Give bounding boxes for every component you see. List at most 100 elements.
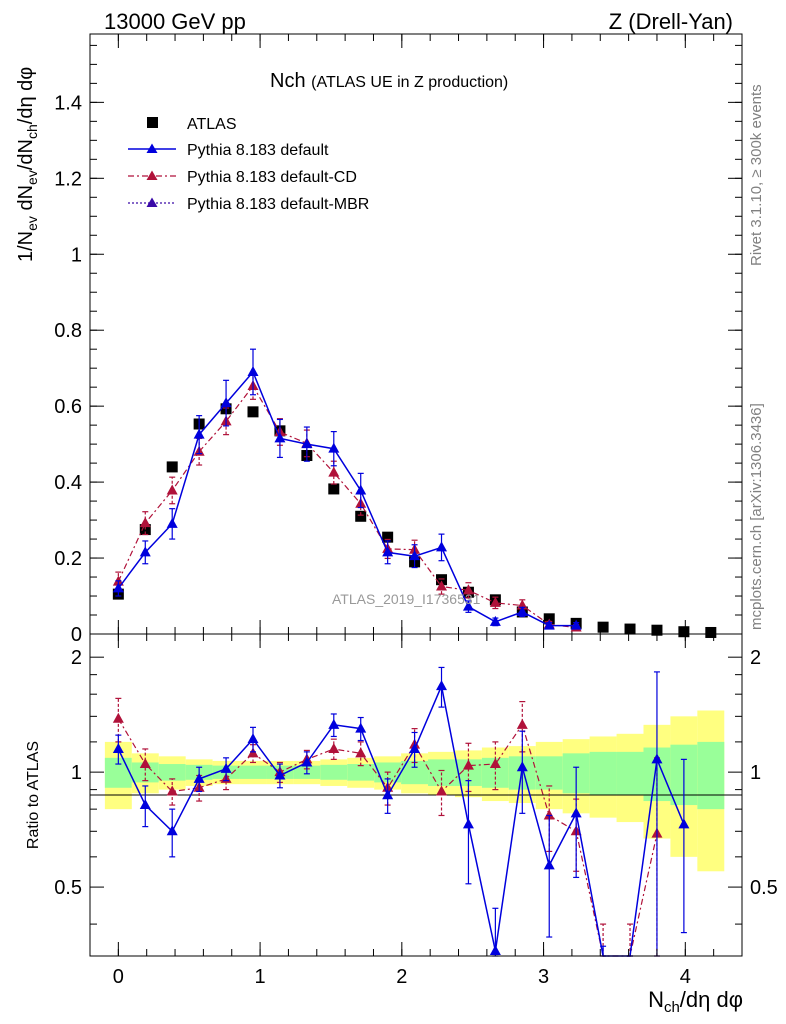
ratio-band-green [697, 741, 725, 810]
ratio-default-point [247, 733, 259, 744]
upper-y-tick-label: 0.2 [54, 548, 82, 570]
pythia-default-point [355, 484, 367, 495]
ratio-default-point [220, 762, 232, 773]
pythia-default-point [462, 600, 474, 611]
plot-title-main: Nch [270, 70, 306, 92]
pythia-default-point [301, 438, 313, 449]
ratio-band-green [131, 762, 159, 783]
ratio-cd-point [516, 718, 528, 729]
ratio-default-point [328, 718, 340, 729]
x-tick-label: 2 [396, 966, 407, 988]
side-label-rivet: Rivet 3.1.10, ≥ 300k events [748, 84, 765, 266]
atlas-data-point [328, 483, 340, 495]
pythia-cd-point [166, 484, 178, 495]
ratio-band-green [347, 764, 375, 781]
side-label-mcplots: mcplots.cern.ch [arXiv:1306.3436] [748, 403, 765, 630]
ratio-default-point [301, 756, 313, 767]
atlas-data-point [624, 623, 636, 635]
upper-y-tick-label: 1.2 [54, 168, 82, 190]
upper-axis-ticks: 0 0.2 0.4 0.6 0.8 1 1.2 1.4 [54, 34, 742, 646]
ratio-default-point [436, 680, 448, 691]
ratio-band-green [239, 765, 267, 779]
ratio-cd-point [328, 742, 340, 753]
pythia-default-point [409, 550, 421, 561]
pythia-cd-point [139, 517, 151, 528]
lower-y-tick-label-right: 1 [750, 762, 761, 784]
ratio-default-point [516, 761, 528, 772]
lower-plot-data [112, 666, 690, 957]
upper-y-tick-label: 0.6 [54, 396, 82, 418]
ratio-cd-point [112, 712, 124, 723]
pythia-default-line [117, 370, 577, 627]
x-axis-label: Nch/dη dφ [648, 987, 743, 1016]
pythia-default-point [543, 619, 555, 630]
legend-label-atlas: ATLAS [187, 116, 237, 133]
ratio-default-point [166, 825, 178, 836]
ratio-cd-point [139, 758, 151, 769]
ratio-default-point [543, 859, 555, 870]
lower-y-tick-label-right: 0.5 [750, 877, 778, 899]
ratio-default-point [355, 722, 367, 733]
pythia-default-point [139, 546, 151, 557]
pythia-default-point [570, 619, 582, 630]
x-tick-label: 3 [538, 966, 549, 988]
pythia-default-point [193, 428, 205, 439]
pythia-cd-point [462, 584, 474, 595]
legend: ATLAS Pythia 8.183 default Pythia 8.183 … [128, 116, 369, 213]
ratio-cd-point [489, 758, 501, 769]
pythia-default-point [516, 605, 528, 616]
lower-y-axis-label: Ratio to ATLAS [25, 741, 42, 849]
legend-marker-atlas [147, 117, 158, 128]
atlas-data-point [382, 531, 394, 543]
upper-y-tick-label: 0.4 [54, 472, 82, 494]
legend-label-default: Pythia 8.183 default [187, 142, 329, 159]
ratio-cd-point [166, 785, 178, 796]
upper-y-tick-label: 1 [71, 244, 82, 266]
ratio-cd-point [436, 785, 448, 796]
ratio-default-point [139, 799, 151, 810]
upper-y-tick-label: 1.4 [54, 92, 82, 114]
ratio-default-point [382, 789, 394, 800]
upper-y-axis-label: 1/Nev dNev/dNch/dη dφ [15, 67, 40, 262]
ratio-default-point [570, 807, 582, 818]
ratio-band-green [401, 760, 429, 785]
atlas-data-point [678, 626, 690, 638]
legend-marker-mbr [146, 197, 158, 207]
upper-plot-data [112, 348, 717, 638]
watermark-analysis-id: ATLAS_2019_I1736531 [332, 591, 481, 607]
ratio-band-green [616, 751, 644, 796]
ratio-default-point [678, 818, 690, 829]
pythia-cd-point [436, 580, 448, 591]
header-process-label: Z (Drell-Yan) [609, 9, 733, 34]
atlas-data-point [166, 461, 178, 473]
lower-y-tick-label: 0.5 [54, 877, 82, 899]
lower-plot-frame [89, 633, 743, 957]
legend-marker-cd [146, 170, 158, 180]
plot-title: Nch (ATLAS UE in Z production) [270, 70, 508, 92]
legend-marker-default [146, 143, 158, 153]
atlas-data-point [705, 626, 717, 638]
ratio-band-green [320, 764, 348, 780]
atlas-data-point [597, 621, 609, 633]
ratio-default-point [193, 772, 205, 783]
ratio-default-line [117, 683, 685, 957]
ratio-default-point [409, 742, 421, 753]
lower-axis-ticks: 0.5 0.5 1 1 2 2 0 1 2 3 4 [54, 634, 778, 988]
pythia-default-point [220, 397, 232, 408]
pythia-default-point [166, 517, 178, 528]
pythia-cd-point [489, 596, 501, 607]
ratio-band-green [589, 751, 617, 796]
atlas-data-point [436, 574, 448, 586]
legend-label-mbr: Pythia 8.183 default-MBR [187, 196, 369, 213]
x-tick-label: 0 [113, 966, 124, 988]
pythia-default-point [436, 541, 448, 552]
upper-y-tick-label: 0.8 [54, 320, 82, 342]
lower-y-tick-label: 2 [71, 647, 82, 669]
pythia-default-point [112, 582, 124, 593]
ratio-default-point [274, 769, 286, 780]
pythia-default-point [247, 365, 259, 376]
ratio-cd-point [543, 809, 555, 820]
pythia-default-point [489, 615, 501, 626]
legend-label-cd: Pythia 8.183 default-CD [187, 169, 357, 186]
